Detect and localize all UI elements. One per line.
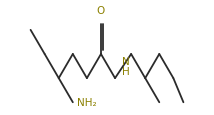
Text: NH₂: NH₂ — [77, 97, 97, 107]
Text: N: N — [122, 57, 130, 66]
Text: H: H — [122, 66, 130, 76]
Text: O: O — [97, 6, 105, 16]
